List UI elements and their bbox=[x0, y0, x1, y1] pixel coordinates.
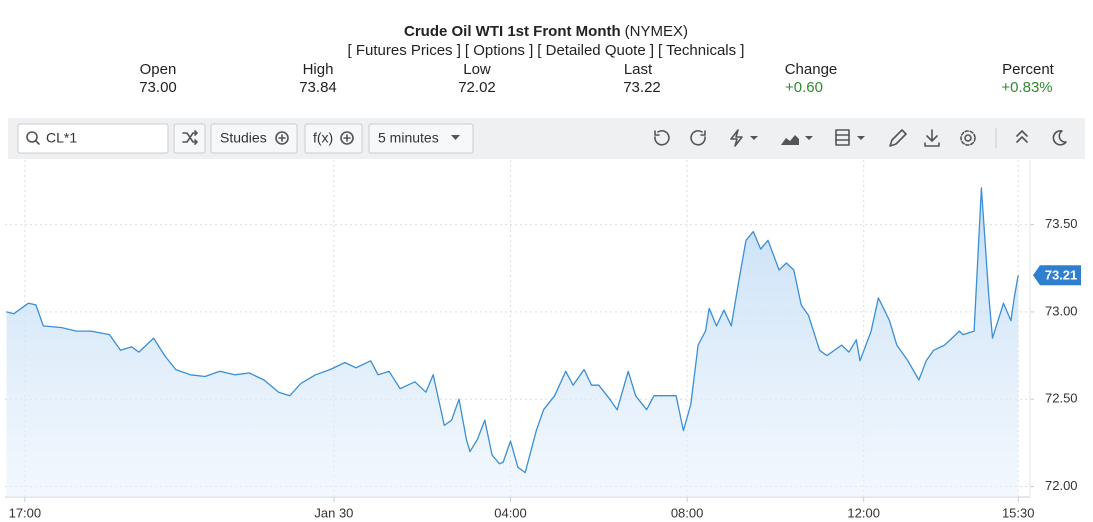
link[interactable]: [ Detailed Quote ] bbox=[537, 42, 654, 59]
display-icon bbox=[835, 134, 850, 141]
x-tick-label: 15:30 bbox=[1002, 505, 1035, 520]
chart: 72.00 72.50 73.00 73.50 17:00 Jan 30 04:00 08:0… bbox=[5, 160, 1081, 520]
settings-icon[interactable] bbox=[964, 134, 972, 142]
y-tick-label: 73.50 bbox=[1045, 216, 1078, 231]
price-line bbox=[6, 187, 1019, 474]
link[interactable]: [ Futures Prices ] bbox=[348, 42, 461, 59]
quote-label: Last bbox=[624, 61, 653, 78]
y-tick-label: 73.00 bbox=[1045, 303, 1078, 318]
quote-value: +0.60 bbox=[785, 79, 823, 96]
function-label: f(x) bbox=[313, 130, 333, 146]
chart-type-icon[interactable] bbox=[781, 135, 799, 145]
search-icon bbox=[26, 131, 38, 143]
quote-label: Change bbox=[785, 61, 838, 78]
studies-label: Studies bbox=[220, 130, 267, 146]
x-tick-label: 17:00 bbox=[9, 505, 42, 520]
dropdown-arrow bbox=[857, 136, 865, 140]
y-tick-label: 72.00 bbox=[1045, 478, 1078, 493]
link[interactable]: [ Technicals ] bbox=[658, 42, 744, 59]
quote-label: Percent bbox=[1002, 61, 1055, 78]
redo-icon[interactable] bbox=[690, 129, 706, 146]
instrument-name: Crude Oil WTI 1st Front Month bbox=[404, 23, 621, 40]
y-tick-label: 72.50 bbox=[1045, 391, 1078, 406]
plus-icon bbox=[275, 131, 289, 145]
plus-icon bbox=[340, 131, 354, 145]
quote-value: +0.83% bbox=[1001, 79, 1052, 96]
exchange: (NYMEX) bbox=[625, 23, 688, 40]
quote-label: High bbox=[303, 61, 334, 78]
x-tick-label: Jan 30 bbox=[314, 505, 353, 520]
theme-icon[interactable] bbox=[1052, 130, 1067, 146]
quote-value: 73.22 bbox=[623, 79, 661, 96]
x-tick-label: 08:00 bbox=[671, 505, 704, 520]
dropdown-arrow bbox=[750, 136, 758, 140]
quote-label: Low bbox=[463, 61, 491, 78]
interval-button[interactable] bbox=[368, 123, 474, 154]
studies-button[interactable] bbox=[210, 123, 298, 154]
dropdown-arrow bbox=[805, 136, 813, 140]
settings-icon bbox=[960, 130, 976, 146]
link[interactable]: [ Options ] bbox=[465, 42, 533, 59]
symbol-input[interactable] bbox=[17, 123, 169, 154]
undo-icon[interactable] bbox=[654, 129, 670, 146]
area-fill bbox=[6, 187, 1019, 497]
last-price-label: 73.21 bbox=[1045, 268, 1078, 283]
quote-fields: Open 73.00 High 73.84 Low 72.02 Last 73.… bbox=[139, 61, 1054, 96]
plus-icon bbox=[278, 134, 286, 142]
dropdown-arrow bbox=[451, 135, 460, 140]
download-icon[interactable] bbox=[924, 129, 940, 147]
symbol-text: CL*1 bbox=[46, 130, 77, 146]
events-icon[interactable] bbox=[730, 129, 743, 147]
x-tick-label: 12:00 bbox=[847, 505, 880, 520]
quote-label: Open bbox=[140, 61, 177, 78]
quote-title: Crude Oil WTI 1st Front Month (NYMEX) bbox=[404, 23, 688, 40]
draw-icon[interactable] bbox=[889, 129, 907, 147]
quote-value: 73.84 bbox=[299, 79, 337, 96]
compare-icon bbox=[182, 130, 198, 145]
display-icon[interactable] bbox=[835, 129, 850, 146]
toolbar-icons bbox=[654, 128, 1067, 148]
collapse-icon[interactable] bbox=[1016, 130, 1028, 143]
plus-icon bbox=[343, 134, 351, 142]
quote-value: 72.02 bbox=[458, 79, 496, 96]
toolbar bbox=[8, 118, 1085, 159]
quote-value: 73.00 bbox=[139, 79, 177, 96]
interval-label: 5 minutes bbox=[378, 130, 439, 146]
x-tick-label: 04:00 bbox=[494, 505, 527, 520]
link-row: [ Futures Prices ][ Options ][ Detailed … bbox=[348, 42, 745, 59]
last-price-badge bbox=[1033, 265, 1081, 286]
search-icon bbox=[35, 140, 40, 145]
